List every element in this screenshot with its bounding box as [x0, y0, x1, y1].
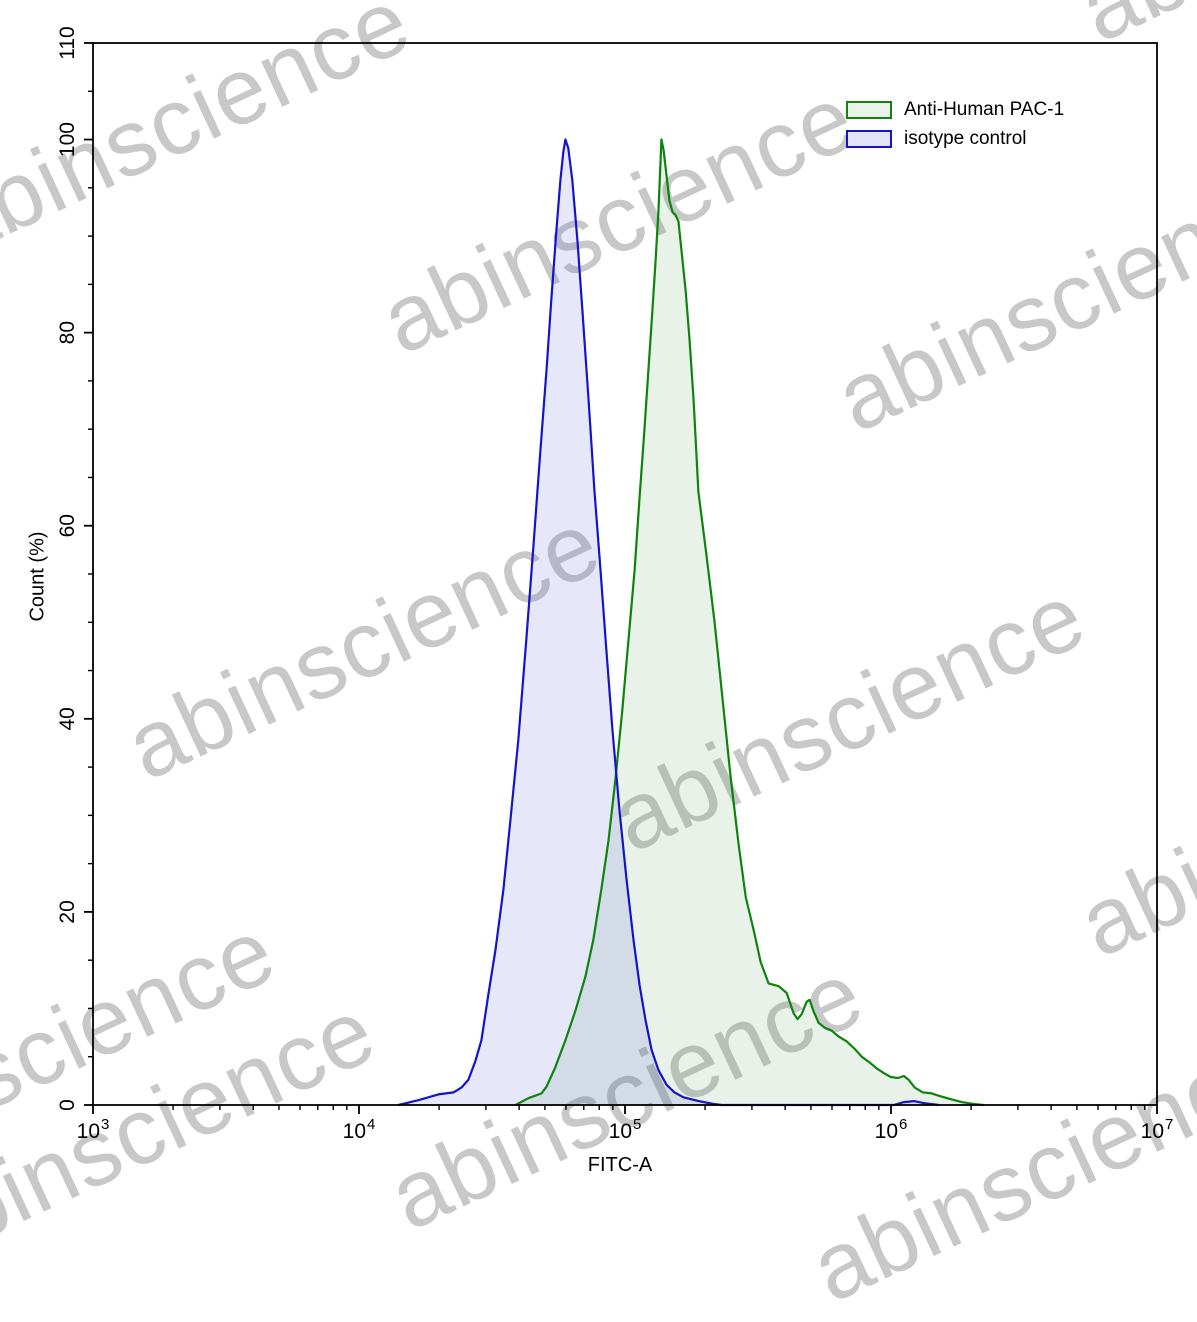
legend-item-isotype-control: isotype control — [846, 128, 1064, 150]
y-tick-label: 80 — [56, 321, 79, 344]
y-tick-label: 20 — [56, 900, 79, 923]
x-tick-label: 103 — [77, 1116, 110, 1143]
plot-svg: 103 104 105 106 107 0 20 40 60 80 100 110 — [56, 26, 1174, 1143]
legend: Anti-Human PAC-1 isotype control — [846, 99, 1064, 157]
legend-label: Anti-Human PAC-1 — [904, 99, 1065, 120]
series-fill-isotype-control — [398, 139, 939, 1105]
y-axis-title: Count (%) — [26, 531, 49, 622]
legend-item-anti-human-pac-1: Anti-Human PAC-1 — [846, 99, 1064, 121]
y-tick-label: 60 — [56, 514, 79, 537]
series-fill-anti-human-pac-1 — [515, 139, 984, 1105]
x-axis-title: FITC-A — [587, 1154, 653, 1176]
legend-swatch-blue — [846, 130, 892, 148]
legend-label: isotype control — [904, 128, 1027, 149]
y-tick-label: 100 — [56, 122, 79, 157]
x-tick-label: 105 — [609, 1116, 642, 1143]
y-tick-label: 40 — [56, 707, 79, 730]
x-tick-label: 107 — [1141, 1116, 1174, 1143]
y-tick-label: 0 — [56, 1099, 79, 1111]
x-tick-label: 106 — [875, 1116, 908, 1143]
series-line-isotype-control — [398, 138, 940, 1107]
legend-swatch-green — [846, 101, 892, 119]
x-tick-label: 104 — [343, 1116, 376, 1143]
y-tick-label: 110 — [56, 26, 79, 59]
series-line-anti-human-pac-1 — [514, 138, 984, 1107]
